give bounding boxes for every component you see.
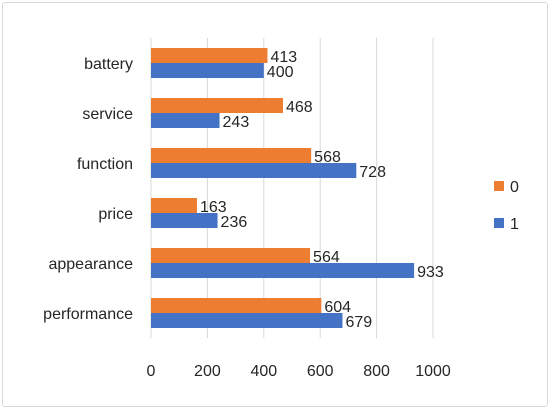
bar-battery-series-1 [151, 63, 264, 78]
category-label-service: service [82, 106, 133, 123]
bar-function-series-1 [151, 163, 357, 178]
data-label-price-series-0: 163 [200, 199, 227, 216]
data-label-function-series-1: 728 [359, 164, 386, 181]
bar-performance-series-0 [151, 298, 322, 313]
x-tick-label: 400 [250, 363, 277, 380]
data-label-performance-series-1: 679 [345, 314, 372, 331]
legend-label-0: 0 [510, 179, 519, 196]
legend-swatch-0 [494, 181, 504, 191]
bar-appearance-series-0 [151, 248, 311, 263]
bars [151, 48, 415, 328]
bar-service-series-0 [151, 98, 283, 113]
data-label-battery-series-1: 400 [267, 64, 294, 81]
data-label-service-series-0: 468 [286, 99, 313, 116]
bar-performance-series-1 [151, 313, 343, 328]
x-tick-label: 600 [307, 363, 334, 380]
x-tick-label: 1000 [415, 363, 451, 380]
legend-swatch-1 [494, 218, 504, 228]
bar-function-series-0 [151, 148, 312, 163]
bar-appearance-series-1 [151, 263, 415, 278]
category-labels: battery service function price appearance per… [43, 56, 133, 323]
tick-labels: 0 200 400 600 800 1000 [147, 363, 451, 380]
category-label-price: price [98, 206, 133, 223]
category-label-performance: performance [43, 306, 133, 323]
data-label-appearance-series-1: 933 [417, 264, 444, 281]
data-label-appearance-series-0: 564 [313, 249, 340, 266]
x-tick-label: 0 [147, 363, 156, 380]
legend-label-1: 1 [510, 216, 519, 233]
data-label-service-series-1: 243 [223, 114, 250, 131]
gridlines [150, 38, 434, 338]
data-label-price-series-1: 236 [221, 214, 248, 231]
data-label-battery-series-0: 413 [270, 49, 297, 66]
category-label-appearance: appearance [48, 256, 133, 273]
bar-service-series-1 [151, 113, 220, 128]
bar-price-series-1 [151, 213, 218, 228]
bar-battery-series-0 [151, 48, 268, 63]
legend: 01 [494, 179, 519, 233]
data-label-performance-series-0: 604 [324, 299, 351, 316]
category-label-function: function [77, 156, 133, 173]
bar-price-series-0 [151, 198, 197, 213]
x-tick-label: 800 [363, 363, 390, 380]
data-label-function-series-0: 568 [314, 149, 341, 166]
category-label-battery: battery [84, 56, 133, 73]
x-tick-label: 200 [194, 363, 221, 380]
